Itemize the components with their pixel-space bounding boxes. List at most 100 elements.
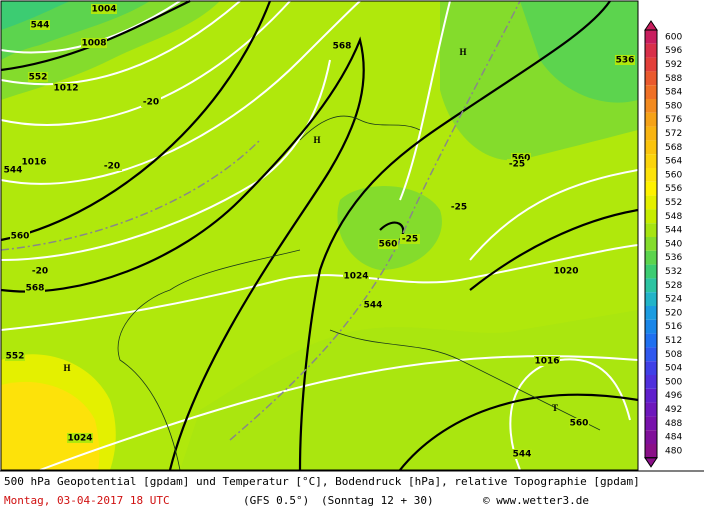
map-label: 1008	[81, 39, 106, 49]
color-swatch	[645, 168, 657, 182]
map-label: 544	[4, 166, 23, 176]
label-bg	[10, 231, 30, 241]
color-bar: 600 596 592 588 584 580 576 572 568 564 560 556 552 5…	[644, 20, 682, 468]
label-bg	[91, 4, 117, 14]
legend-label: 600	[665, 32, 682, 42]
legend-label: 544	[665, 226, 682, 236]
legend-label: 508	[665, 350, 682, 360]
label-bg	[332, 41, 352, 51]
footer-credit: © www.wetter3.de	[483, 494, 589, 507]
map	[0, 0, 639, 471]
label-bg	[3, 165, 23, 175]
label-bg	[30, 20, 50, 30]
legend-label: 536	[665, 253, 682, 263]
label-bg	[67, 433, 93, 443]
label-bg	[81, 38, 107, 48]
map-label: -20	[104, 162, 120, 172]
map-label: 552	[29, 73, 48, 83]
bar-tip-bottom	[644, 457, 658, 468]
map-label: H	[313, 135, 320, 145]
map-label: 1024	[67, 434, 92, 444]
legend-label: 560	[665, 170, 682, 180]
label-bg	[512, 449, 532, 459]
label-bg	[534, 356, 560, 366]
legend-label: 580	[665, 101, 682, 111]
color-swatch	[645, 333, 657, 348]
footer-model: (GFS 0.5°)	[243, 494, 309, 507]
bar-frame	[644, 29, 658, 459]
map-label: -25	[402, 235, 418, 245]
color-swatch	[645, 112, 657, 127]
color-swatch	[645, 126, 657, 141]
label-bg	[569, 418, 589, 428]
color-swatch	[645, 416, 657, 431]
map-label: -20	[32, 267, 48, 277]
color-swatch	[645, 361, 657, 375]
label-bg	[615, 55, 635, 65]
legend-label: 532	[665, 267, 682, 277]
legend-label: 480	[665, 446, 682, 456]
legend-label: 568	[665, 143, 682, 153]
map-label: 1016	[21, 158, 46, 168]
legend-label: 584	[665, 88, 682, 98]
color-swatch	[645, 375, 657, 389]
color-swatch	[645, 319, 657, 334]
label-bg	[53, 83, 79, 93]
color-swatch	[645, 388, 657, 403]
legend-label: 540	[665, 239, 682, 249]
color-swatch	[645, 347, 657, 362]
color-swatch	[645, 430, 657, 444]
legend-label: 552	[665, 198, 682, 208]
legend-label: 548	[665, 212, 682, 222]
map-label: 552	[6, 352, 25, 362]
map-label: T	[552, 403, 558, 413]
color-swatch	[645, 85, 657, 99]
color-swatch	[645, 306, 657, 320]
color-swatch	[645, 30, 657, 44]
color-swatch	[645, 237, 657, 251]
label-bg	[400, 234, 420, 244]
map-labels: 544 552 560 568 568 560 560 560 1004 1008 1012 1016…	[3, 4, 635, 460]
color-swatch	[645, 402, 657, 417]
map-label: -25	[451, 203, 467, 213]
color-swatch	[645, 278, 657, 293]
legend-label: 524	[665, 295, 682, 305]
label-bg	[507, 159, 527, 169]
label-bg	[25, 283, 45, 293]
color-swatch	[645, 264, 657, 279]
map-label: 1016	[534, 357, 559, 367]
label-bg	[102, 161, 122, 171]
legend-label: 528	[665, 281, 682, 291]
map-label: 1024	[343, 272, 368, 282]
map-label: -20	[143, 98, 159, 108]
color-swatch	[645, 140, 657, 155]
footer-description: 500 hPa Geopotential [gpdam] und Tempera…	[4, 475, 640, 488]
map-label: H	[63, 363, 70, 373]
map-label: 1004	[91, 5, 116, 15]
label-bg	[5, 351, 25, 361]
map-label: -25	[509, 160, 525, 170]
map-label: H	[459, 47, 466, 57]
legend-label: 484	[665, 433, 682, 443]
color-swatch	[645, 57, 657, 72]
label-bg	[28, 72, 48, 82]
label-bg	[449, 202, 469, 212]
footer-run: (Sonntag 12 + 30)	[321, 494, 434, 507]
map-label: 560	[570, 419, 589, 429]
legend-label: 512	[665, 336, 682, 346]
color-swatch	[645, 181, 657, 196]
color-swatch	[645, 292, 657, 306]
label-bg	[30, 266, 50, 276]
map-label: 568	[26, 284, 45, 294]
color-swatch	[645, 444, 657, 458]
color-swatch	[645, 250, 657, 265]
map-label: 560	[512, 154, 531, 164]
label-bg	[363, 300, 383, 310]
map-label: 1012	[53, 84, 78, 94]
color-swatch	[645, 195, 657, 210]
map-label: 560	[11, 232, 30, 242]
legend-label: 572	[665, 129, 682, 139]
legend-label: 520	[665, 308, 682, 318]
color-swatch	[645, 71, 657, 86]
